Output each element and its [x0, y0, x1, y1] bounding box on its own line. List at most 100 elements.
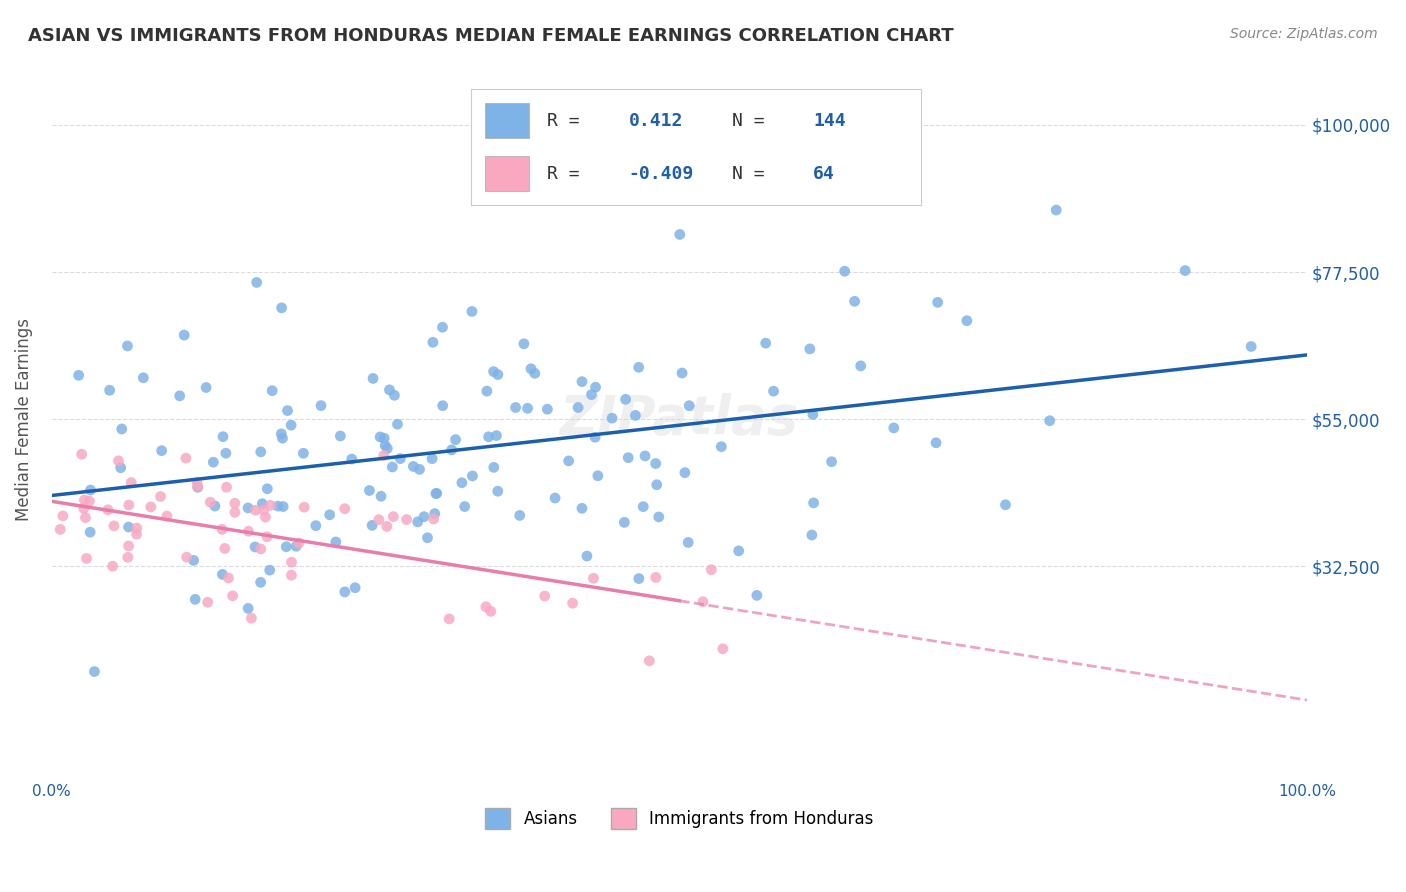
Point: [240, 611, 263, 625]
Point: [645, 477, 668, 491]
Point: [333, 585, 356, 599]
Point: [461, 469, 484, 483]
Point: [117, 520, 139, 534]
Point: [384, 388, 406, 402]
Text: R =: R =: [547, 112, 591, 129]
Point: [437, 612, 460, 626]
Point: [1174, 263, 1197, 277]
Point: [325, 535, 347, 549]
Point: [249, 541, 271, 556]
Point: [186, 475, 208, 490]
Point: [117, 550, 139, 565]
Point: [309, 399, 332, 413]
Point: [361, 518, 384, 533]
Point: [956, 313, 979, 327]
Point: [70, 447, 93, 461]
Point: [516, 401, 538, 416]
Point: [475, 599, 498, 614]
Point: [613, 516, 636, 530]
Point: [195, 380, 218, 394]
Point: [285, 539, 308, 553]
Point: [214, 541, 236, 556]
Point: [280, 555, 302, 569]
Point: [149, 490, 172, 504]
Point: [387, 417, 409, 432]
Point: [711, 641, 734, 656]
Point: [280, 568, 302, 582]
Point: [374, 438, 396, 452]
Point: [676, 535, 699, 549]
Point: [710, 440, 733, 454]
Text: Source: ZipAtlas.com: Source: ZipAtlas.com: [1230, 27, 1378, 41]
Point: [422, 512, 444, 526]
Point: [132, 371, 155, 385]
Point: [215, 446, 238, 460]
Point: [668, 227, 690, 242]
Point: [252, 503, 274, 517]
Point: [252, 497, 274, 511]
Point: [533, 589, 555, 603]
Point: [375, 442, 398, 456]
Point: [125, 521, 148, 535]
Point: [224, 496, 246, 510]
Point: [727, 544, 749, 558]
Point: [1240, 339, 1263, 353]
Point: [333, 501, 356, 516]
Point: [197, 595, 219, 609]
Point: [79, 525, 101, 540]
Point: [236, 500, 259, 515]
Point: [271, 431, 294, 445]
Point: [277, 403, 299, 417]
Point: [416, 531, 439, 545]
Text: 64: 64: [813, 165, 835, 183]
Point: [426, 486, 449, 500]
Point: [627, 572, 650, 586]
Point: [461, 304, 484, 318]
Point: [575, 549, 598, 563]
Point: [617, 450, 640, 465]
Point: [381, 460, 404, 475]
Point: [571, 501, 593, 516]
Point: [98, 384, 121, 398]
Point: [256, 482, 278, 496]
Point: [557, 454, 579, 468]
Point: [111, 422, 134, 436]
Point: [254, 510, 277, 524]
Point: [583, 430, 606, 444]
Point: [169, 389, 191, 403]
Point: [305, 518, 328, 533]
Point: [927, 295, 949, 310]
Point: [280, 418, 302, 433]
Point: [614, 392, 637, 407]
Point: [755, 336, 778, 351]
Point: [440, 442, 463, 457]
Point: [395, 512, 418, 526]
Point: [267, 499, 290, 513]
Point: [803, 496, 825, 510]
Point: [644, 570, 666, 584]
Text: 0.412: 0.412: [628, 112, 683, 129]
Point: [799, 342, 821, 356]
Point: [292, 446, 315, 460]
Point: [477, 430, 499, 444]
Point: [700, 563, 723, 577]
Point: [586, 468, 609, 483]
Point: [245, 503, 267, 517]
FancyBboxPatch shape: [485, 103, 530, 138]
Point: [120, 475, 142, 490]
Text: N =: N =: [733, 112, 776, 129]
Point: [600, 411, 623, 425]
Point: [202, 455, 225, 469]
Point: [187, 479, 209, 493]
Point: [567, 401, 589, 415]
Point: [413, 509, 436, 524]
Point: [834, 264, 856, 278]
Point: [243, 540, 266, 554]
Point: [571, 375, 593, 389]
Point: [402, 459, 425, 474]
Text: N =: N =: [733, 165, 776, 183]
Point: [174, 451, 197, 466]
Point: [238, 601, 260, 615]
Point: [373, 431, 395, 445]
Point: [422, 335, 444, 350]
